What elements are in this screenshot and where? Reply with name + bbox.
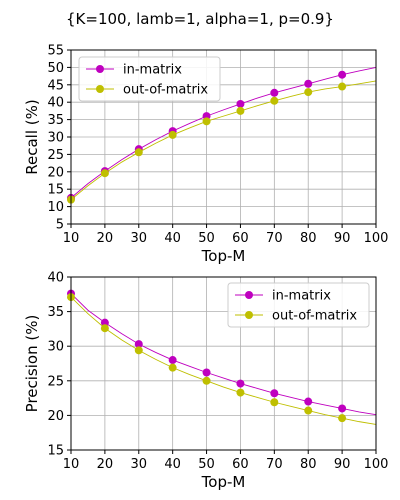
recall-legend: in-matrix out-of-matrix — [78, 56, 221, 102]
x-tick-label: 40 — [164, 457, 181, 472]
x-tick-label: 70 — [266, 231, 283, 246]
y-tick-label: 20 — [47, 409, 64, 424]
x-tick-label: 60 — [232, 231, 249, 246]
precision-y-axis-label: Precision (%) — [23, 315, 41, 413]
recall-point-in-matrix — [338, 70, 347, 79]
precision-series-line-out-of-matrix — [70, 296, 377, 425]
recall-point-out-of-matrix — [134, 148, 143, 157]
precision-point-out-of-matrix — [304, 406, 313, 415]
y-tick-label: 40 — [47, 271, 64, 286]
y-tick-label: 30 — [47, 340, 64, 355]
x-tick-label: 90 — [334, 231, 351, 246]
precision-point-in-matrix — [338, 404, 347, 413]
recall-point-out-of-matrix — [236, 106, 245, 115]
precision-point-out-of-matrix — [338, 414, 347, 423]
y-tick-label: 15 — [47, 183, 64, 198]
precision-x-axis-label: Top-M — [201, 473, 246, 491]
precision-point-in-matrix — [168, 356, 177, 365]
recall-point-in-matrix — [304, 79, 313, 88]
precision-point-in-matrix — [202, 368, 211, 377]
x-tick-label: 10 — [63, 231, 80, 246]
precision-point-out-of-matrix — [168, 363, 177, 372]
y-tick-label: 35 — [47, 113, 64, 128]
precision-chart: 10 20 30 40 50 60 70 80 90 100 15 20 25 30 35 40 Top-M Pr… — [23, 271, 388, 492]
y-tick-label: 35 — [47, 305, 64, 320]
legend-marker-out-of-matrix — [245, 311, 253, 319]
legend-box — [78, 56, 221, 102]
precision-point-in-matrix — [236, 379, 245, 388]
x-tick-label: 100 — [364, 231, 389, 246]
legend-marker-out-of-matrix — [96, 85, 104, 93]
precision-point-out-of-matrix — [100, 324, 109, 333]
x-tick-label: 50 — [198, 231, 215, 246]
x-tick-label: 20 — [97, 457, 114, 472]
legend-label-in-matrix: in-matrix — [272, 289, 331, 304]
x-tick-label: 20 — [97, 231, 114, 246]
figure-title: {K=100, lamb=1, alpha=1, p=0.9} — [66, 10, 334, 28]
recall-point-out-of-matrix — [338, 82, 347, 91]
x-tick-label: 70 — [266, 457, 283, 472]
precision-axes-frame — [70, 276, 377, 451]
y-tick-label: 45 — [47, 78, 64, 93]
y-tick-label: 5 — [56, 218, 64, 233]
y-tick-label: 50 — [47, 61, 64, 76]
legend-marker-in-matrix — [245, 291, 253, 299]
x-tick-label: 90 — [334, 457, 351, 472]
precision-point-in-matrix — [100, 318, 109, 327]
precision-legend: in-matrix out-of-matrix — [227, 282, 370, 328]
recall-point-in-matrix — [270, 88, 279, 97]
y-tick-label: 25 — [47, 148, 64, 163]
recall-point-out-of-matrix — [168, 130, 177, 139]
recall-y-axis-label: Recall (%) — [23, 99, 41, 174]
y-tick-label: 40 — [47, 96, 64, 111]
precision-point-in-matrix — [270, 389, 279, 398]
precision-point-in-matrix — [304, 397, 313, 406]
recall-point-out-of-matrix — [304, 88, 313, 97]
recall-x-axis-label: Top-M — [201, 247, 246, 265]
precision-point-in-matrix — [134, 340, 143, 349]
y-tick-label: 55 — [47, 44, 64, 59]
recall-series-line-in-matrix — [70, 66, 377, 199]
x-tick-label: 60 — [232, 457, 249, 472]
legend-marker-in-matrix — [96, 65, 104, 73]
recall-point-in-matrix — [236, 99, 245, 108]
precision-point-out-of-matrix — [134, 346, 143, 355]
x-tick-label: 10 — [63, 457, 80, 472]
x-tick-label: 50 — [198, 457, 215, 472]
y-tick-label: 30 — [47, 131, 64, 146]
recall-point-out-of-matrix — [202, 117, 211, 126]
precision-series-line-in-matrix — [70, 293, 377, 416]
recall-point-out-of-matrix — [100, 169, 109, 178]
legend-label-out-of-matrix: out-of-matrix — [272, 309, 357, 324]
recall-series-line-out-of-matrix — [70, 80, 377, 200]
precision-point-out-of-matrix — [202, 376, 211, 385]
x-tick-label: 40 — [164, 231, 181, 246]
x-tick-label: 30 — [131, 457, 148, 472]
x-tick-label: 80 — [300, 457, 317, 472]
recall-point-out-of-matrix — [270, 96, 279, 105]
precision-point-out-of-matrix — [236, 388, 245, 397]
y-tick-label: 10 — [47, 200, 64, 215]
x-tick-label: 80 — [300, 231, 317, 246]
precision-point-out-of-matrix — [270, 398, 279, 407]
y-tick-label: 15 — [47, 444, 64, 459]
y-tick-label: 25 — [47, 374, 64, 389]
legend-box — [227, 282, 370, 328]
legend-label-out-of-matrix: out-of-matrix — [123, 83, 208, 98]
recall-chart: 10 20 30 40 50 60 70 80 90 1005101520253035404550… — [23, 44, 388, 266]
y-tick-label: 20 — [47, 165, 64, 180]
legend-label-in-matrix: in-matrix — [123, 63, 182, 78]
x-tick-label: 100 — [364, 457, 389, 472]
x-tick-label: 30 — [131, 231, 148, 246]
